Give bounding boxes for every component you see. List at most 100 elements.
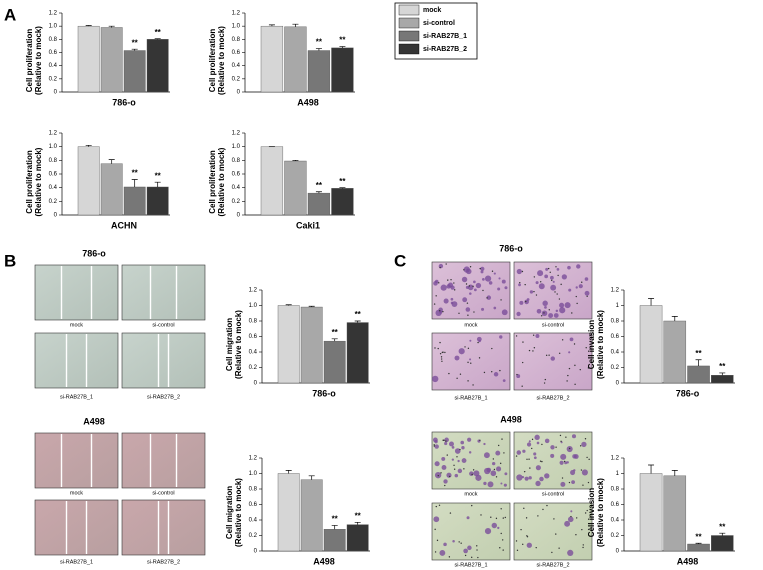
cell xyxy=(535,281,539,285)
pore xyxy=(559,434,562,437)
significance-label: ** xyxy=(355,511,362,520)
error-bar xyxy=(285,304,292,306)
pore xyxy=(433,445,435,447)
pore xyxy=(556,293,558,295)
cell xyxy=(473,280,476,284)
pore xyxy=(582,546,584,549)
pore xyxy=(501,539,504,541)
cell xyxy=(484,275,492,282)
pore xyxy=(502,517,505,519)
pore xyxy=(558,298,561,300)
legend-label: si-RAB27B_2 xyxy=(423,46,467,53)
cell xyxy=(536,308,542,314)
pore xyxy=(501,438,503,440)
pore xyxy=(537,515,539,517)
panel-label: B xyxy=(4,251,16,270)
bar xyxy=(123,50,146,93)
pore xyxy=(435,505,438,508)
pore xyxy=(440,358,443,360)
pore xyxy=(543,312,545,314)
pore xyxy=(529,467,531,469)
cell xyxy=(493,306,497,310)
pore xyxy=(566,380,568,382)
cell xyxy=(433,516,440,523)
bar xyxy=(687,543,710,552)
y-tick-label: 0.8 xyxy=(232,158,241,164)
pore xyxy=(521,385,523,387)
error-bar xyxy=(719,372,726,376)
cell xyxy=(533,452,537,456)
cell xyxy=(503,483,507,487)
pore xyxy=(463,468,465,470)
significance-label: ** xyxy=(132,38,139,47)
error-bar xyxy=(354,320,361,323)
significance-label: ** xyxy=(695,532,702,541)
cell xyxy=(457,468,463,474)
legend-swatch xyxy=(398,30,420,42)
pore xyxy=(535,546,537,549)
pore xyxy=(467,380,469,382)
y-tick-label: 0.6 xyxy=(49,172,58,178)
pore xyxy=(479,439,481,442)
pore xyxy=(554,291,556,293)
pore xyxy=(555,533,557,535)
pore xyxy=(515,540,518,542)
error-bar xyxy=(695,359,702,366)
y-tick-label: 0.2 xyxy=(49,199,58,205)
error-bar xyxy=(268,24,275,27)
bar xyxy=(323,529,346,552)
y-tick-label: 0.4 xyxy=(49,185,58,191)
image-caption: mock xyxy=(464,322,477,328)
bar xyxy=(307,50,331,93)
y-tick-label: 0.2 xyxy=(232,76,241,82)
pore xyxy=(587,528,590,531)
y-axis-label: Cell migration xyxy=(225,486,234,539)
pore xyxy=(561,339,564,341)
y-tick-label: 0 xyxy=(616,549,620,555)
pore xyxy=(476,549,478,551)
pore xyxy=(434,347,436,349)
cell xyxy=(556,267,560,271)
micrograph xyxy=(34,499,119,556)
cell xyxy=(469,339,472,342)
bar xyxy=(277,473,300,552)
cell xyxy=(576,264,581,269)
pore xyxy=(574,364,576,367)
y-tick-label: 0.8 xyxy=(611,487,620,493)
pore xyxy=(580,469,583,471)
legend-swatch xyxy=(398,43,420,55)
pore xyxy=(553,518,555,520)
pore xyxy=(586,456,588,459)
pore xyxy=(471,473,473,476)
y-tick-label: 0 xyxy=(254,549,258,555)
cell xyxy=(538,283,545,290)
y-axis-label: Cell proliferation xyxy=(208,150,217,214)
error-bar xyxy=(308,475,315,480)
y-tick-label: 1.0 xyxy=(49,24,58,30)
error-bar xyxy=(131,48,138,51)
pore xyxy=(560,283,562,286)
pore xyxy=(453,282,455,284)
pore xyxy=(531,447,533,450)
pore xyxy=(470,362,472,364)
significance-label: ** xyxy=(332,515,339,524)
cell xyxy=(449,441,454,447)
y-axis-label: (Relative to mock) xyxy=(34,147,43,216)
pore xyxy=(433,303,436,305)
x-axis-label: A498 xyxy=(677,556,699,566)
cell xyxy=(439,550,446,556)
error-bar xyxy=(108,159,115,164)
cell xyxy=(481,277,485,281)
pore xyxy=(439,352,442,355)
cell xyxy=(454,448,461,454)
y-tick-label: 0.2 xyxy=(249,365,258,371)
pore xyxy=(574,383,576,386)
cell xyxy=(535,334,540,338)
pore xyxy=(584,438,587,440)
pore xyxy=(575,295,577,298)
pore xyxy=(526,458,528,460)
pore xyxy=(579,368,581,371)
cell xyxy=(535,465,541,471)
significance-label: ** xyxy=(355,310,362,319)
pore xyxy=(438,504,441,506)
